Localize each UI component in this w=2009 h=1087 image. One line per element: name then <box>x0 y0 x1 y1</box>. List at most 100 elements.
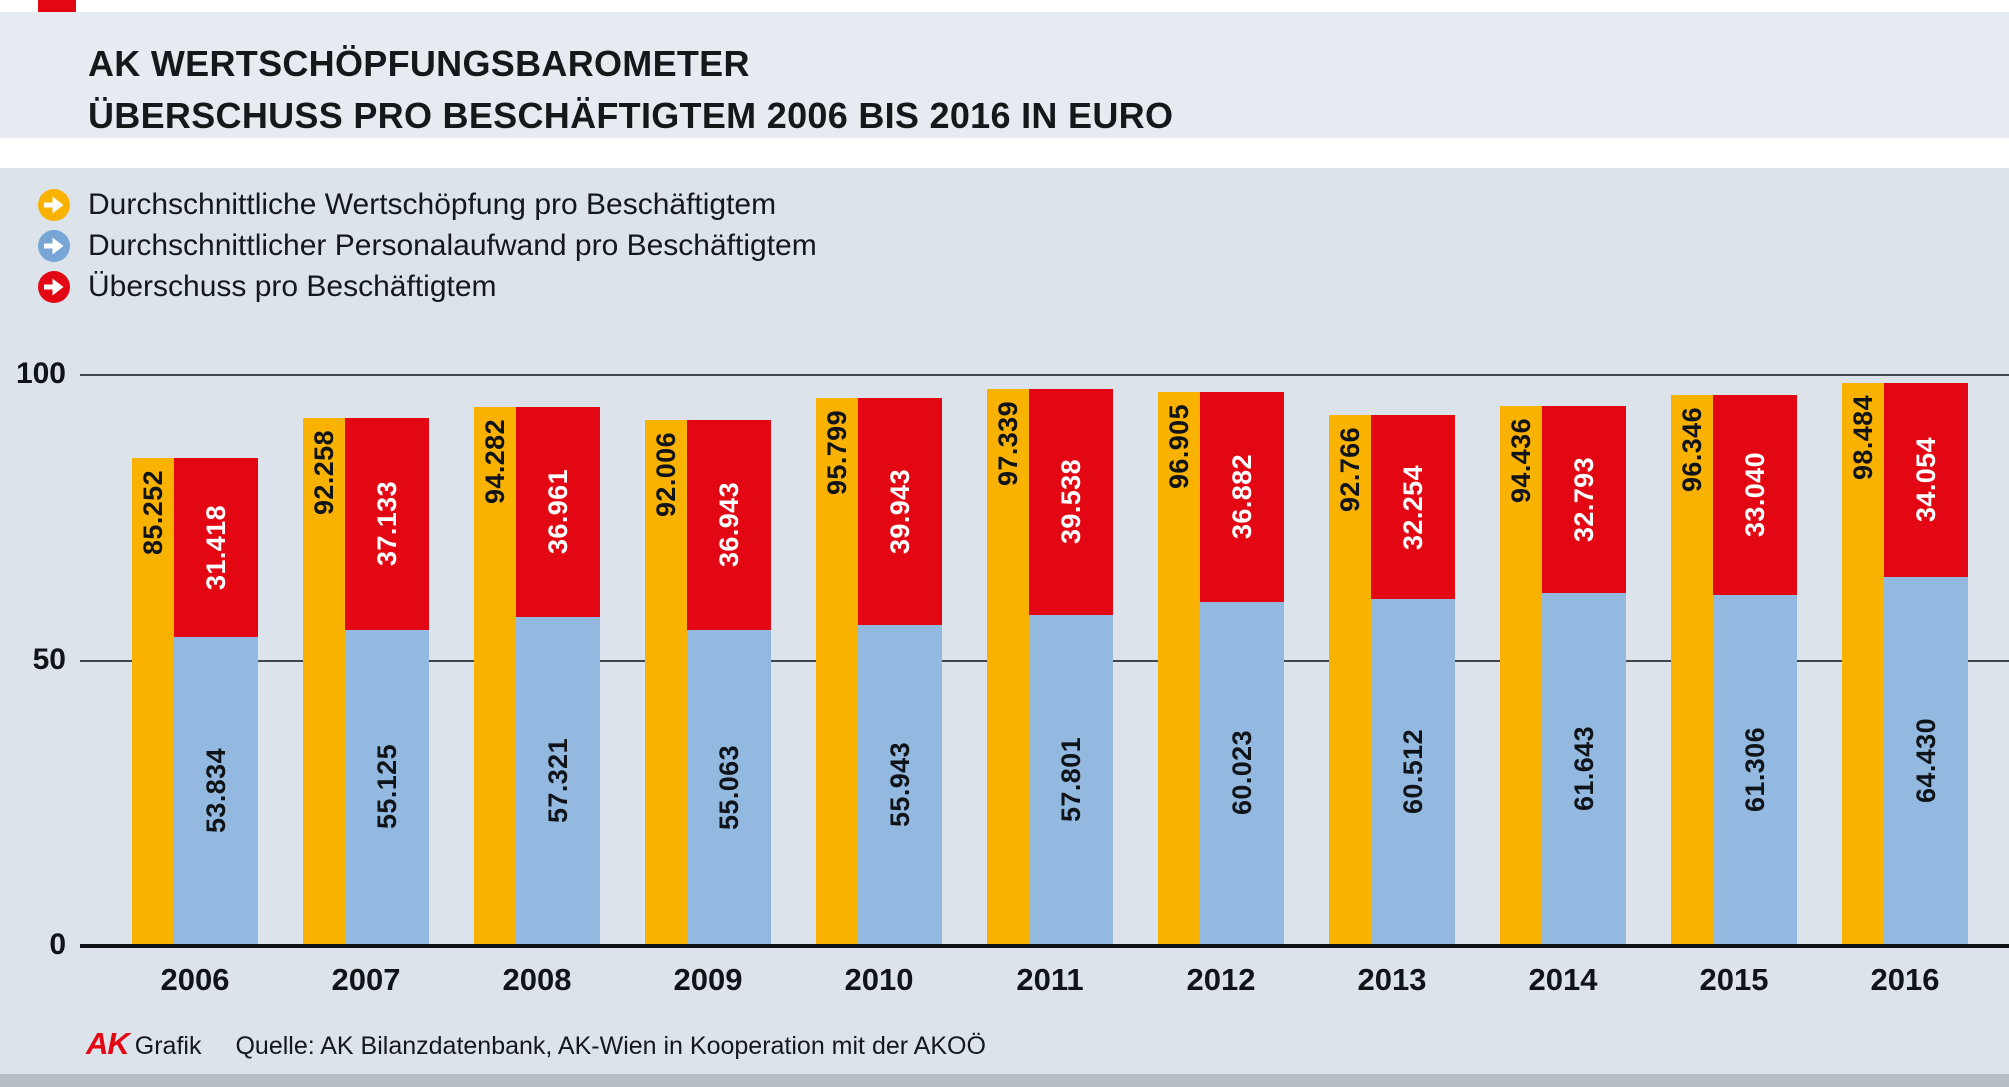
bar-value-wrap: 64.430 <box>1884 577 1968 944</box>
bar-personalaufwand-2014: 61.643 <box>1542 592 1626 944</box>
value-ueberschuss-2013: 32.254 <box>1397 464 1428 550</box>
bar-value-wrap: 55.125 <box>345 630 429 944</box>
value-wertschoepfung-2006: 85.252 <box>137 470 168 556</box>
x-label-2012: 2012 <box>1186 962 1256 997</box>
value-ueberschuss-2008: 36.961 <box>542 469 573 555</box>
bar-value-wrap: 57.321 <box>516 617 600 944</box>
bar-wertschoepfung-2011: 97.339 <box>987 389 1029 944</box>
legend-item-wertschoepfung: Durchschnittliche Wertschöpfung pro Besc… <box>38 188 776 222</box>
x-label-2007: 2007 <box>331 962 401 997</box>
bar-wertschoepfung-2013: 92.766 <box>1329 415 1371 944</box>
value-wertschoepfung-2007: 92.258 <box>308 430 339 516</box>
value-personalaufwand-2013: 60.512 <box>1397 729 1428 815</box>
arrow-right-circle-icon <box>38 189 70 221</box>
value-wertschoepfung-2010: 95.799 <box>821 409 852 495</box>
value-personalaufwand-2012: 60.023 <box>1226 730 1257 816</box>
footer-source: Quelle: AK Bilanzdatenbank, AK-Wien in K… <box>235 1032 986 1060</box>
bar-ueberschuss-2009: 36.943 <box>687 419 771 631</box>
bar-personalaufwand-2013: 60.512 <box>1371 599 1455 944</box>
bar-wertschoepfung-2016: 98.484 <box>1842 382 1884 944</box>
bar-personalaufwand-2016: 64.430 <box>1884 576 1968 944</box>
bar-value-wrap: 39.943 <box>858 398 942 625</box>
x-label-2014: 2014 <box>1528 962 1598 997</box>
bar-wertschoepfung-2009: 92.006 <box>645 419 687 944</box>
legend-item-personalaufwand: Durchschnittlicher Personalaufwand pro B… <box>38 229 817 263</box>
bar-ueberschuss-2008: 36.961 <box>516 406 600 618</box>
value-personalaufwand-2015: 61.306 <box>1739 726 1770 812</box>
bar-wertschoepfung-2008: 94.282 <box>474 406 516 944</box>
legend-label-personalaufwand: Durchschnittlicher Personalaufwand pro B… <box>88 229 817 262</box>
bar-value-wrap: 36.943 <box>687 420 771 631</box>
y-tick-100: 100 <box>15 357 66 390</box>
bar-value-wrap: 92.006 <box>645 432 687 517</box>
x-label-2013: 2013 <box>1357 962 1427 997</box>
bar-value-wrap: 94.282 <box>474 419 516 504</box>
bar-value-wrap: 36.882 <box>1200 392 1284 602</box>
bar-value-wrap: 61.643 <box>1542 593 1626 944</box>
bar-value-wrap: 55.063 <box>687 630 771 944</box>
page-title: AK WERTSCHÖPFUNGSBAROMETER ÜBERSCHUSS PR… <box>88 38 1173 142</box>
value-wertschoepfung-2012: 96.905 <box>1163 403 1194 489</box>
x-label-2010: 2010 <box>844 962 914 997</box>
bar-value-wrap: 92.258 <box>303 430 345 515</box>
bar-value-wrap: 55.943 <box>858 625 942 944</box>
bar-ueberschuss-2013: 32.254 <box>1371 415 1455 600</box>
bar-ueberschuss-2011: 39.538 <box>1029 389 1113 615</box>
bar-ueberschuss-2006: 31.418 <box>174 458 258 638</box>
bar-personalaufwand-2012: 60.023 <box>1200 601 1284 944</box>
bottom-strip <box>0 1074 2009 1087</box>
bar-value-wrap: 53.834 <box>174 637 258 944</box>
value-wertschoepfung-2014: 94.436 <box>1505 417 1536 503</box>
x-label-2015: 2015 <box>1699 962 1769 997</box>
bar-value-wrap: 92.766 <box>1329 427 1371 512</box>
value-personalaufwand-2010: 55.943 <box>884 742 915 828</box>
bar-wertschoepfung-2010: 95.799 <box>816 397 858 944</box>
legend-item-ueberschuss: Überschuss pro Beschäftigtem <box>38 270 497 304</box>
page-title-line1: AK WERTSCHÖPFUNGSBAROMETER <box>88 43 750 84</box>
value-wertschoepfung-2009: 92.006 <box>650 431 681 517</box>
bar-value-wrap: 36.961 <box>516 407 600 618</box>
x-label-2006: 2006 <box>160 962 230 997</box>
bar-value-wrap: 33.040 <box>1713 395 1797 595</box>
bar-personalaufwand-2011: 57.801 <box>1029 614 1113 944</box>
footer: AK Grafik Quelle: AK Bilanzdatenbank, AK… <box>86 1026 986 1062</box>
bar-ueberschuss-2014: 32.793 <box>1542 405 1626 593</box>
bar-value-wrap: 60.023 <box>1200 602 1284 944</box>
top-red-accent <box>38 0 76 12</box>
bar-value-wrap: 98.484 <box>1842 395 1884 480</box>
arrow-right-circle-icon <box>38 271 70 303</box>
bar-personalaufwand-2010: 55.943 <box>858 625 942 944</box>
bar-value-wrap: 37.133 <box>345 418 429 630</box>
value-personalaufwand-2016: 64.430 <box>1910 717 1941 803</box>
bar-wertschoepfung-2014: 94.436 <box>1500 405 1542 944</box>
bar-value-wrap: 95.799 <box>816 410 858 495</box>
value-personalaufwand-2011: 57.801 <box>1055 736 1086 822</box>
bar-personalaufwand-2015: 61.306 <box>1713 594 1797 944</box>
value-personalaufwand-2007: 55.125 <box>371 744 402 830</box>
bar-value-wrap: 60.512 <box>1371 599 1455 944</box>
value-wertschoepfung-2016: 98.484 <box>1847 394 1878 480</box>
bar-ueberschuss-2007: 37.133 <box>345 418 429 630</box>
bar-wertschoepfung-2012: 96.905 <box>1158 391 1200 944</box>
value-personalaufwand-2009: 55.063 <box>713 744 744 830</box>
bar-wertschoepfung-2007: 92.258 <box>303 418 345 944</box>
y-tick-0: 0 <box>49 928 66 961</box>
value-ueberschuss-2016: 34.054 <box>1910 437 1941 523</box>
bar-personalaufwand-2006: 53.834 <box>174 637 258 944</box>
bar-value-wrap: 39.538 <box>1029 389 1113 614</box>
x-label-2008: 2008 <box>502 962 572 997</box>
footer-credit: Grafik <box>134 1032 202 1060</box>
value-personalaufwand-2014: 61.643 <box>1568 725 1599 811</box>
bar-value-wrap: 32.793 <box>1542 406 1626 593</box>
value-ueberschuss-2009: 36.943 <box>713 482 744 568</box>
x-label-2016: 2016 <box>1870 962 1940 997</box>
value-wertschoepfung-2013: 92.766 <box>1334 427 1365 513</box>
bar-personalaufwand-2008: 57.321 <box>516 617 600 944</box>
bar-value-wrap: 85.252 <box>132 470 174 555</box>
value-ueberschuss-2011: 39.538 <box>1055 459 1086 545</box>
bar-value-wrap: 94.436 <box>1500 418 1542 503</box>
x-axis-line <box>80 944 2009 948</box>
bar-ueberschuss-2012: 36.882 <box>1200 391 1284 602</box>
bar-value-wrap: 97.339 <box>987 401 1029 486</box>
